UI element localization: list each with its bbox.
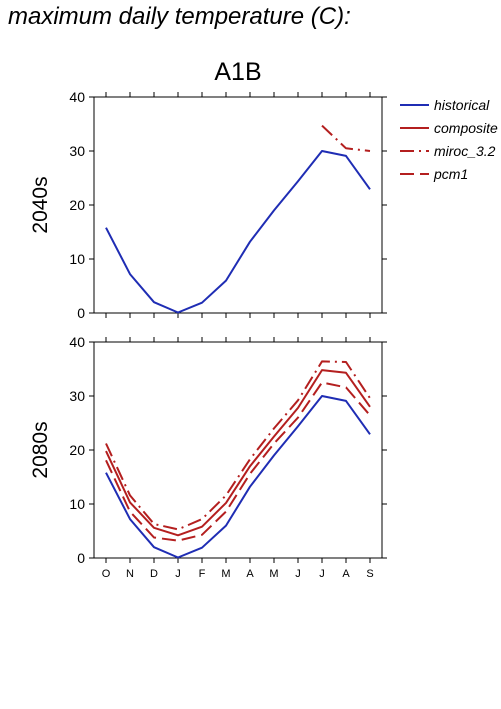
scenario-title: A1B bbox=[214, 58, 261, 86]
y-tick-label: 40 bbox=[69, 89, 85, 105]
series-line-composite bbox=[105, 369, 371, 537]
y-tick-label: 10 bbox=[69, 496, 85, 512]
legend-label: composite bbox=[434, 120, 498, 136]
series-line-historical bbox=[105, 395, 371, 559]
y-tick-label: 30 bbox=[69, 388, 85, 404]
x-tick-label: A bbox=[342, 568, 350, 580]
x-tick-label: O bbox=[102, 568, 111, 580]
x-tick-label: M bbox=[269, 568, 278, 580]
x-tick-label: M bbox=[221, 568, 230, 580]
legend-label: historical bbox=[434, 97, 490, 113]
y-tick-label: 0 bbox=[77, 550, 85, 566]
panel-frame-0 bbox=[93, 96, 383, 314]
x-tick-label: A bbox=[246, 568, 254, 580]
y-tick-label: 20 bbox=[69, 442, 85, 458]
y-tick-label: 0 bbox=[77, 305, 85, 321]
y-tick-label: 40 bbox=[69, 334, 85, 350]
y-tick-label: 30 bbox=[69, 143, 85, 159]
x-tick-label: N bbox=[126, 568, 134, 580]
y-tick-label: 10 bbox=[69, 251, 85, 267]
x-tick-label: D bbox=[150, 568, 158, 580]
x-tick-label: J bbox=[175, 568, 181, 580]
y-tick-label: 20 bbox=[69, 197, 85, 213]
series-line-pcm1 bbox=[105, 381, 371, 542]
page-title: maximum daily temperature (C): bbox=[8, 3, 351, 30]
x-tick-label: S bbox=[366, 568, 373, 580]
series-line-miroc_3.2 bbox=[321, 124, 371, 152]
panel-ylabel: 2080s bbox=[29, 421, 52, 478]
panel-ylabel: 2040s bbox=[29, 176, 52, 233]
legend-label: miroc_3.2 bbox=[434, 143, 496, 159]
x-tick-label: J bbox=[295, 568, 301, 580]
legend-label: pcm1 bbox=[433, 166, 468, 182]
x-tick-label: F bbox=[199, 568, 206, 580]
series-line-miroc_3.2 bbox=[105, 360, 371, 531]
panel-frame-1 bbox=[93, 341, 383, 559]
x-tick-label: J bbox=[319, 568, 325, 580]
series-line-historical bbox=[105, 150, 371, 314]
